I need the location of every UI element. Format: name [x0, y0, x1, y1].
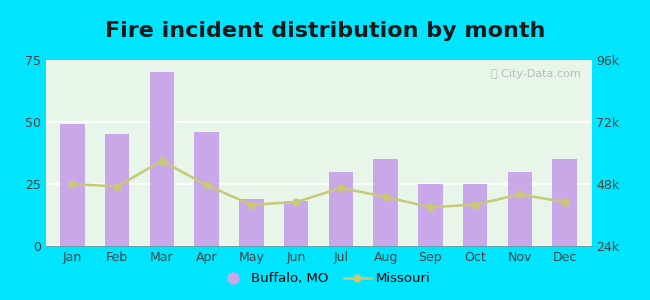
Bar [105, 134, 129, 246]
Bar [60, 124, 84, 246]
Bar [194, 132, 219, 246]
Bar [552, 159, 577, 246]
Bar [418, 184, 443, 246]
Legend: Buffalo, MO, Missouri: Buffalo, MO, Missouri [214, 267, 436, 290]
Bar [150, 72, 174, 246]
Bar [463, 184, 488, 246]
Bar [328, 172, 353, 246]
Bar [284, 201, 309, 246]
Bar [373, 159, 398, 246]
Text: Fire incident distribution by month: Fire incident distribution by month [105, 21, 545, 41]
Bar [508, 172, 532, 246]
Bar [239, 199, 264, 246]
Text: ⓘ City-Data.com: ⓘ City-Data.com [491, 69, 580, 79]
